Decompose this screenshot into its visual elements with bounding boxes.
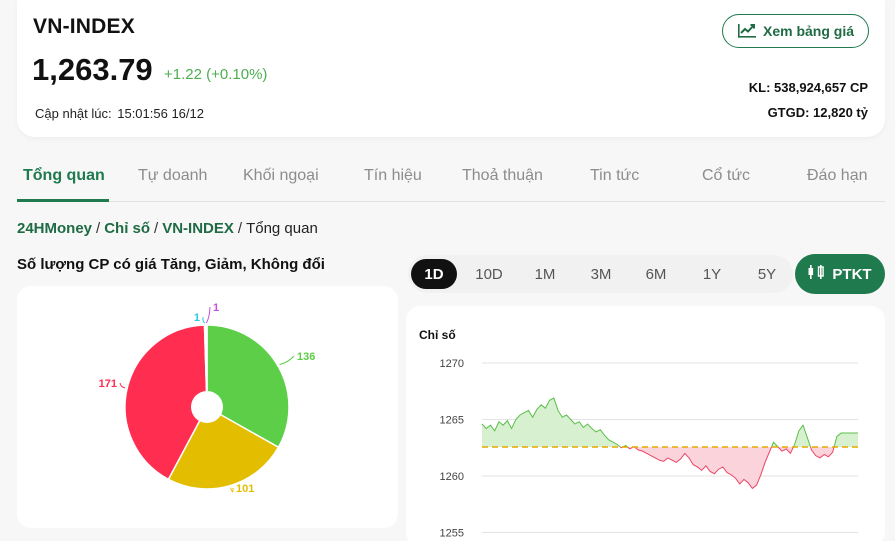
updated-value: 15:01:56 16/12 [117, 106, 204, 121]
tab-signals[interactable]: Tín hiệu [364, 167, 422, 184]
y-tick-label-2: 1265 [440, 415, 464, 427]
range-3m[interactable]: 3M [590, 265, 612, 283]
time-range-selector: 1D 10D 1M 3M 6M 1Y 5Y [408, 255, 793, 293]
tab-agreement[interactable]: Thoả thuận [462, 167, 543, 184]
updated-time: Cập nhật lúc: 15:01:56 16/12 [33, 106, 204, 121]
tab-maturity[interactable]: Đáo hạn [807, 167, 868, 184]
pie-chart: 136 101 171 1 1 [99, 302, 316, 495]
candlestick-icon [808, 264, 826, 284]
pie-leader-line-4 [202, 316, 206, 324]
y-axis-label: Chỉ số [419, 328, 456, 342]
index-name: VN-INDEX [33, 15, 135, 38]
pie-leader-line-2 [230, 487, 234, 493]
tab-bar: Tổng quan Tự doanh Khối ngoại Tín hiệu T… [17, 155, 885, 202]
pie-slice-1[interactable] [206, 324, 290, 449]
active-tab-indicator [17, 199, 109, 202]
trading-value: GTGD: 12,820 tỷ [767, 105, 868, 120]
price-board-label: Xem bảng giá [762, 23, 855, 39]
breadcrumb-current: Tổng quan [246, 220, 318, 237]
trading-volume: KL: 538,924,657 CP [748, 80, 868, 95]
area-above-reference [482, 398, 858, 447]
technical-analysis-label: PTKT [832, 265, 872, 283]
pie-label-4: 1 [194, 312, 200, 324]
tab-news[interactable]: Tin tức [590, 167, 640, 184]
y-tick-label-3: 1260 [440, 471, 464, 483]
range-1y[interactable]: 1Y [702, 265, 722, 283]
range-1d[interactable]: 1D [411, 259, 457, 289]
pie-slice-3[interactable] [124, 324, 208, 481]
pie-center-hole [191, 391, 223, 423]
tab-overview[interactable]: Tổng quan [23, 167, 105, 184]
pie-leader-line-1 [279, 355, 295, 366]
intraday-line-chart: Chỉ số 1270 1265 1260 1255 [419, 328, 858, 540]
pie-label-1: 136 [297, 351, 315, 363]
tab-foreign[interactable]: Khối ngoại [243, 167, 319, 184]
pie-label-5: 1 [213, 302, 219, 314]
pie-leader-line-5 [205, 306, 211, 324]
breadcrumb-vnindex[interactable]: VN-INDEX [162, 220, 234, 237]
pie-leader-line-3 [119, 382, 126, 389]
price-line-down [619, 446, 835, 490]
range-10d[interactable]: 10D [475, 265, 503, 283]
range-1m[interactable]: 1M [534, 265, 556, 283]
tab-proprietary[interactable]: Tự doanh [138, 167, 208, 184]
y-tick-label-1: 1270 [440, 358, 464, 370]
tab-dividend[interactable]: Cổ tức [702, 167, 751, 184]
price-board-button[interactable]: Xem bảng giá [722, 14, 869, 48]
intraday-chart-card: Chỉ số 1270 1265 1260 1255 [406, 306, 885, 541]
technical-analysis-button[interactable]: PTKT [795, 254, 885, 294]
pie-label-2: 101 [236, 483, 254, 495]
range-6m[interactable]: 6M [645, 265, 667, 283]
breadcrumb: 24HMoney / Chỉ số / VN-INDEX / Tổng quan [17, 220, 318, 237]
index-change: +1.22 (+0.10%) [164, 66, 268, 83]
breadcrumb-home[interactable]: 24HMoney [17, 220, 93, 237]
index-header-card: VN-INDEX 1,263.79 +1.22 (+0.10%) Cập nhậ… [17, 0, 885, 137]
range-5y[interactable]: 5Y [757, 265, 777, 283]
pie-label-3: 171 [99, 378, 117, 390]
pie-chart-card: 136 101 171 1 1 [17, 286, 398, 528]
index-value: 1,263.79 [32, 52, 153, 87]
pie-slice-5[interactable] [204, 324, 208, 408]
updated-label: Cập nhật lúc: [35, 106, 112, 121]
y-tick-label-4: 1255 [440, 528, 464, 540]
pie-chart-title: Số lượng CP có giá Tăng, Giảm, Không đổi [17, 256, 325, 273]
price-line-up [481, 397, 858, 447]
trend-up-icon [737, 22, 757, 41]
area-below-reference [482, 446, 858, 489]
breadcrumb-indices[interactable]: Chỉ số [104, 220, 151, 237]
pie-slice-2[interactable] [167, 405, 280, 490]
